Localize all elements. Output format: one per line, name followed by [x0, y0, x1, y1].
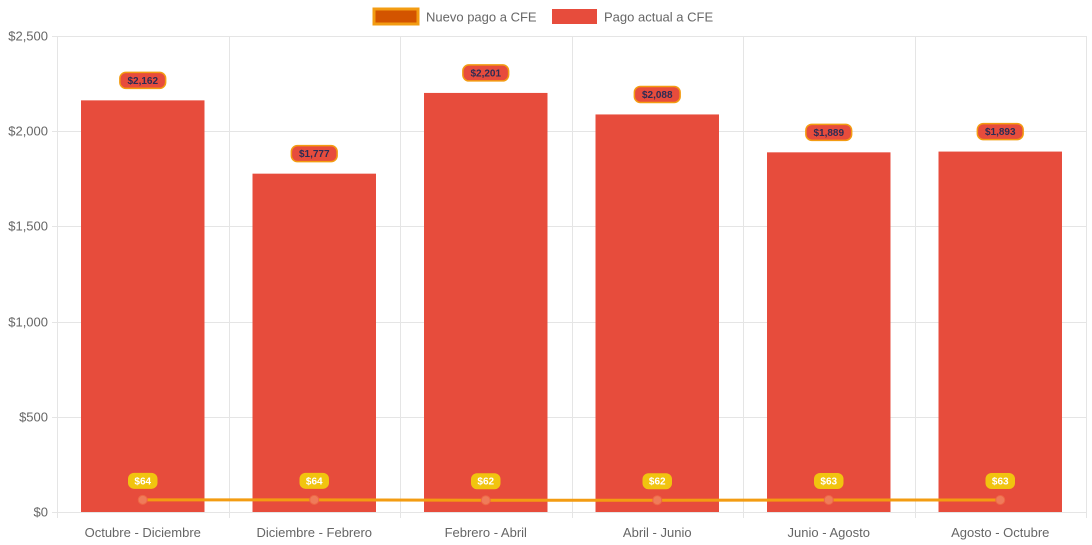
y-tick-label: $1,000 [8, 315, 48, 330]
bar-data-label-box [976, 122, 1024, 141]
y-tick-label: $2,500 [8, 29, 48, 44]
legend-label-nuevo-pago: Nuevo pago a CFE [426, 10, 537, 25]
bar-data-labels: $2,162 $1,777 $2,201 $2,088 $1,889 $1,893 [119, 64, 1024, 163]
x-tick-label: Octubre - Diciembre [85, 525, 201, 540]
legend-swatch-nuevo-pago [372, 7, 420, 26]
line-data-label-box [985, 473, 1015, 490]
line-data-label-box [814, 473, 844, 490]
bar-series [81, 92, 1062, 513]
line-data-labels: $64 $64 $62 $62 $63 $63 [128, 472, 1015, 490]
bar-data-label: $2,088 [642, 90, 673, 101]
line-point [823, 495, 834, 506]
bar [595, 114, 719, 513]
y-tick-label: $2,000 [8, 124, 48, 139]
line-data-label: $64 [306, 476, 323, 487]
bar-data-label: $2,201 [470, 68, 501, 79]
bar-data-label: $1,777 [299, 149, 330, 160]
legend: Nuevo pago a CFE Pago actual a CFE [372, 7, 713, 26]
x-tick-label: Agosto - Octubre [951, 525, 1049, 540]
legend-swatch-pago-actual [552, 9, 597, 24]
x-tick-label: Abril - Junio [623, 525, 692, 540]
bar [81, 100, 205, 513]
bar-data-label: $2,162 [127, 76, 158, 87]
x-tick-label: Junio - Agosto [788, 525, 870, 540]
line-data-label-box [128, 472, 158, 489]
line-data-label: $63 [820, 477, 837, 488]
bar [252, 173, 376, 513]
bar-data-label-box [633, 85, 681, 104]
line-point [652, 495, 663, 506]
bar [938, 151, 1062, 512]
line-point [309, 494, 320, 505]
line-point [137, 494, 148, 505]
x-tick-label: Diciembre - Febrero [256, 525, 372, 540]
x-axis: Octubre - Diciembre Diciembre - Febrero Fe… [85, 525, 1050, 540]
bar-data-label: $1,889 [813, 128, 844, 139]
x-tick-label: Febrero - Abril [445, 525, 527, 540]
bar [424, 92, 548, 513]
line-data-label: $63 [992, 477, 1009, 488]
line-data-label: $64 [134, 476, 151, 487]
y-tick-label: $1,500 [8, 219, 48, 234]
line-point [995, 495, 1006, 506]
bar-data-label-box [805, 123, 853, 142]
legend-label-pago-actual: Pago actual a CFE [604, 10, 713, 25]
y-axis: $0 $500 $1,000 $1,500 $2,000 $2,500 [8, 29, 48, 520]
line-data-label: $62 [649, 477, 666, 488]
line-data-label-box [299, 472, 329, 489]
bar [767, 152, 891, 512]
bar-data-label-box [290, 144, 338, 163]
line-series [137, 494, 1006, 506]
bar-data-label-box [462, 64, 510, 82]
line-data-label-box [471, 473, 501, 490]
bar-data-label-box [119, 71, 167, 90]
bar-data-label: $1,893 [985, 127, 1016, 138]
grid [52, 36, 1087, 518]
line-data-label: $62 [477, 477, 494, 488]
y-tick-label: $0 [34, 505, 48, 520]
line-point [480, 495, 491, 506]
y-tick-label: $500 [19, 410, 48, 425]
line-data-label-box [642, 473, 672, 490]
